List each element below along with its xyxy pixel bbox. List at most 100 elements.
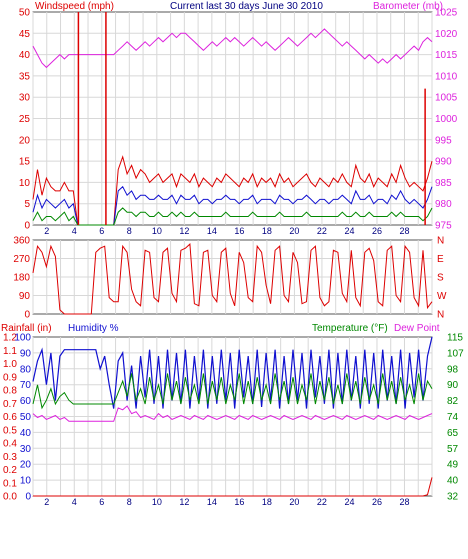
windspeed-tick-label: 35 [19,71,31,82]
direction-compass-tick-label: N [437,236,444,247]
temperature-tick-label: 98 [447,364,459,375]
x-tick-label: 8 [127,226,132,236]
humidity-tick-label: 40 [20,428,32,439]
x-tick-label: 14 [207,497,217,507]
direction-compass-tick-label: N [437,310,444,321]
x-tick-label: 12 [179,226,189,236]
humidity-line [32,336,433,409]
barometer-tick-label: 980 [435,199,452,210]
barometer-tick-label: 1000 [435,114,458,125]
temperature-tick-label: 40 [447,476,459,487]
x-tick-label: 26 [372,497,382,507]
barometer-tick-label: 1025 [435,8,458,19]
windspeed-tick-label: 40 [19,50,31,61]
panel1-series [32,12,433,226]
temperature-axis-ticks: 32 40 49 57 65 74 82 90 98 107 115 [447,333,464,503]
x-tick-label: 2 [44,497,49,507]
rainfall-tick-label: 0.3 [3,452,17,463]
rainfall-tick-label: 1.0 [3,359,17,370]
windspeed-tick-label: 10 [19,178,31,189]
rainfall-tick-label: 0.1 [3,478,17,489]
rain-humidity-temperature-panel: 0.00.10.20.30.40.50.60.70.80.91.01.11.2 … [3,333,464,508]
direction-degree-tick-label: 90 [19,291,31,302]
barometer-line [32,28,433,69]
humidity-axis-label: Humidity % [68,323,119,334]
x-tick-label: 28 [399,226,409,236]
rainfall-tick-label: 0.9 [3,372,17,383]
x-tick-label: 2 [44,226,49,236]
x-tick-label: 16 [234,226,244,236]
temperature-tick-label: 115 [447,333,463,344]
direction-degree-tick-label: 180 [13,273,30,284]
temperature-tick-label: 90 [447,380,459,391]
x-tick-label: 24 [344,226,354,236]
temperature-axis-label: Temperature (°F) [312,323,388,334]
windspeed-tick-label: 5 [24,199,30,210]
chart-title: Current last 30 days June 30 2010 [170,1,323,12]
rainfall-tick-label: 0.8 [3,386,17,397]
humidity-tick-label: 90 [20,348,32,359]
x-tick-label: 6 [99,226,104,236]
barometer-tick-label: 985 [435,178,452,189]
humidity-tick-label: 70 [20,380,32,391]
rainfall-tick-label: 0.5 [3,425,17,436]
x-tick-label: 16 [234,497,244,507]
windspeed-tick-label: 15 [19,157,31,168]
windspeed-tick-label: 0 [24,221,30,232]
direction-compass-tick-label: E [437,254,444,265]
temperature-tick-label: 74 [447,412,459,423]
barometer-axis-label: Barometer (mb) [373,1,443,12]
rainfall-tick-label: 0.7 [3,399,17,410]
dew-point-axis-label: Dew Point [394,323,440,334]
rainfall-axis-label: Rainfall (in) [1,323,52,334]
rainfall-tick-label: 0.6 [3,412,17,423]
rainfall-tick-label: 0.0 [3,492,17,503]
humidity-tick-label: 100 [14,333,31,344]
panel2-series [32,243,433,315]
wind_low-line [32,207,433,226]
rainfall-tick-label: 1.2 [3,333,17,344]
rainfall-line [33,477,433,497]
direction-degree-tick-label: 270 [13,254,30,265]
x-tick-label: 4 [72,226,77,236]
humidity-tick-label: 60 [20,396,32,407]
x-tick-label: 10 [152,497,162,507]
windspeed-tick-label: 25 [19,114,31,125]
x-tick-label: 18 [262,226,272,236]
barometer-axis-ticks: 975 980 985 990 995 1000 1005 1010 1015 1020 1025 [435,8,458,232]
temperature-line [32,373,433,410]
barometer-tick-label: 1005 [435,93,458,104]
barometer-tick-label: 990 [435,157,452,168]
windspeed-tick-label: 20 [19,135,31,146]
x-tick-label: 20 [289,226,299,236]
temperature-tick-label: 82 [447,396,459,407]
direction-compass-tick-label: W [437,291,447,302]
rainfall-tick-label: 0.2 [3,465,17,476]
x-tick-label: 18 [262,497,272,507]
x-tick-label: 8 [127,497,132,507]
direction-degree-tick-label: 0 [24,310,30,321]
x-tick-label: 4 [72,497,77,507]
rainfall-tick-label: 0.4 [3,439,17,450]
dew_point-line [32,405,433,422]
x-tick-label: 24 [344,497,354,507]
windspeed-axis-ticks: 0 5 10 15 20 25 30 35 40 45 50 [19,8,31,232]
panel3-series [32,336,433,497]
barometer-tick-label: 975 [435,221,452,232]
x-tick-label: 12 [179,497,189,507]
x-tick-label: 6 [99,497,104,507]
temperature-tick-label: 107 [447,348,464,359]
panel1-x-ticks: 2 4 6 8 10 12 14 16 18 20 22 24 26 28 [44,226,409,236]
x-tick-label: 22 [317,497,327,507]
windspeed-tick-label: 30 [19,93,31,104]
humidity-axis-ticks: 0 10 20 30 40 50 60 70 80 90 100 [14,333,31,503]
humidity-tick-label: 10 [20,476,32,487]
x-tick-label: 28 [399,497,409,507]
x-tick-label: 22 [317,226,327,236]
windspeed-axis-label: Windspeed (mph) [35,1,114,12]
direction-degree-ticks: 0 90 180 270 360 [13,236,30,321]
x-tick-label: 26 [372,226,382,236]
rainfall-tick-label: 1.1 [3,346,17,357]
